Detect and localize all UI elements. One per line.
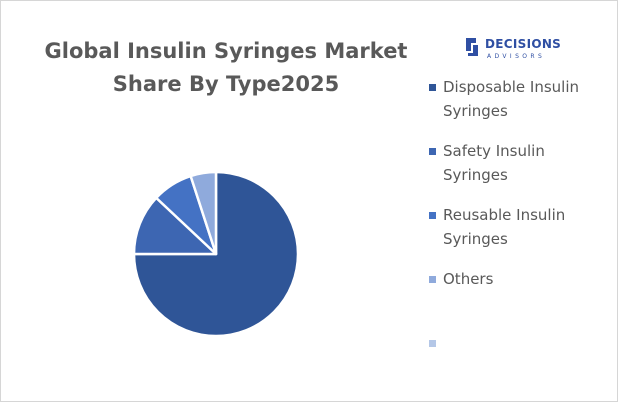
chart-title: Global Insulin Syringes Market Share By … <box>21 35 431 101</box>
logo-sub-text: ADVISORS <box>487 53 546 60</box>
pie-chart <box>132 170 300 338</box>
decisions-advisors-logo: DECISIONS ADVISORS <box>460 34 580 64</box>
chart-title-line-2: Share By Type2025 <box>112 72 340 96</box>
legend-swatch-disposable <box>429 84 436 91</box>
chart-title-line-1: Global Insulin Syringes Market <box>44 39 408 63</box>
legend-label-others: Others <box>443 270 494 288</box>
legend-label-reusable: Reusable Insulin Syringes <box>443 206 566 248</box>
pie-slice-others <box>189 170 218 256</box>
legend-label-disposable: Disposable Insulin Syringes <box>443 78 580 120</box>
legend-label-safety: Safety Insulin Syringes <box>443 142 545 184</box>
legend-swatch-others <box>429 276 436 283</box>
logo-brand-text: DECISIONS <box>485 37 562 51</box>
legend-swatch-safety <box>429 148 436 155</box>
legend-swatch-reusable <box>429 212 436 219</box>
pie-slice-disposable <box>132 170 300 338</box>
legend-swatch-unlabeled <box>429 340 436 347</box>
logo-mark-icon <box>466 38 478 56</box>
